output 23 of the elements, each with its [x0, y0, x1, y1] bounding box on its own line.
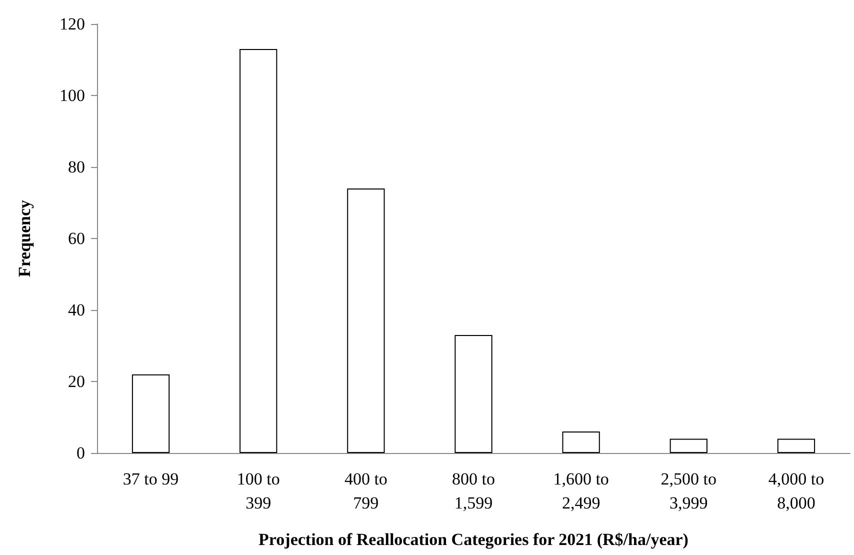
- x-tick-label: 2,500 to 3,999: [660, 470, 717, 512]
- bar: [347, 188, 385, 453]
- y-tick-label: 120: [60, 14, 85, 34]
- y-tick-label: 0: [76, 444, 85, 462]
- x-tick-label: 100 to 399: [236, 470, 280, 512]
- y-tick-label: 60: [68, 229, 85, 248]
- bar: [132, 374, 170, 453]
- bar: [670, 438, 708, 453]
- y-tick-label: 40: [68, 300, 85, 320]
- x-tick-label: 1,600 to 2,499: [553, 470, 609, 512]
- y-tick-label: 80: [68, 158, 85, 176]
- x-tick-label: 4,000 to 8,000: [768, 470, 824, 512]
- x-tick-label: 800 to 1,599: [452, 470, 495, 512]
- x-axis-title: Projection of Reallocation Categories for 2021 (R$/ha/year): [258, 530, 688, 549]
- bar: [454, 335, 492, 453]
- bar: [562, 432, 600, 453]
- x-tick-label: 37 to 99: [122, 470, 179, 488]
- x-tick-label: 400 to 799: [344, 470, 388, 512]
- y-tick-label: 20: [68, 372, 85, 391]
- y-axis-title: Frequency: [15, 199, 34, 278]
- y-tick-label: 100: [60, 86, 85, 105]
- bar: [777, 438, 816, 453]
- bar: [240, 49, 278, 453]
